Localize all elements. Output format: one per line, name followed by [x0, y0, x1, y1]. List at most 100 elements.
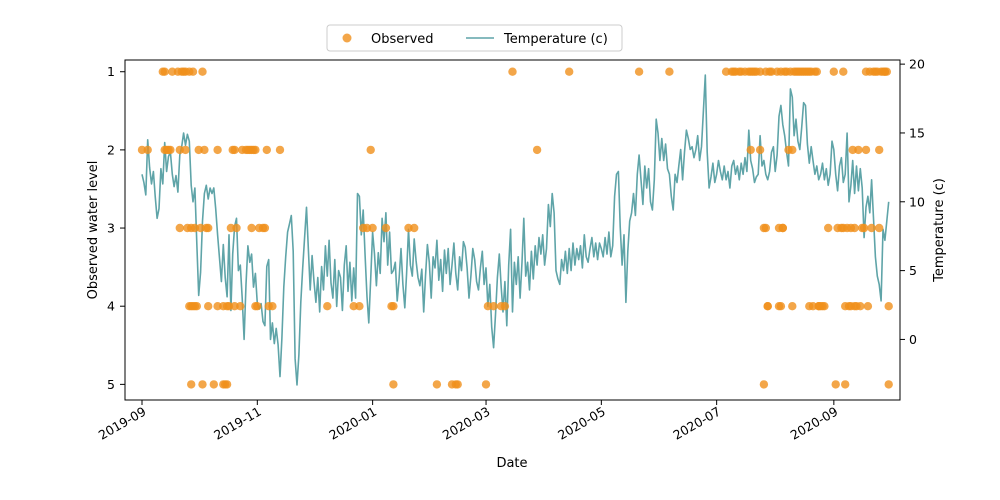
y-right-tick-label: 5 — [909, 263, 917, 278]
observed-point — [160, 67, 169, 76]
y-axis-right: 0 5 10 15 20 — [900, 57, 925, 347]
observed-point — [508, 67, 517, 76]
observed-point — [366, 145, 375, 155]
observed-point — [247, 223, 256, 233]
observed-point — [204, 223, 213, 233]
x-tick-label: 2019-11 — [211, 404, 264, 443]
y-right-tick-label: 20 — [909, 57, 925, 72]
observed-point — [565, 67, 574, 76]
observed-point — [260, 223, 270, 233]
observed-point — [861, 145, 871, 155]
observed-point — [867, 223, 876, 233]
observed-point — [355, 302, 364, 311]
legend-observed-label: Observed — [371, 32, 434, 47]
x-tick-label: 2020-07 — [670, 404, 723, 443]
observed-point — [850, 223, 859, 233]
x-tick-label: 2020-05 — [555, 404, 608, 443]
observed-point — [854, 145, 863, 155]
observed-point — [232, 223, 241, 233]
observed-point — [410, 223, 419, 233]
y-right-tick-label: 10 — [909, 194, 925, 209]
y-right-tick-label: 0 — [909, 332, 917, 347]
observed-point — [778, 223, 787, 233]
temperature-layer — [141, 74, 890, 386]
y-left-tick-label: 1 — [107, 64, 115, 79]
observed-point — [882, 67, 891, 76]
y-left-tick-label: 4 — [107, 299, 115, 314]
observed-point — [755, 145, 765, 155]
y-left-tick-label: 2 — [107, 142, 115, 157]
observed-point — [759, 380, 769, 389]
y-right-tick-label: 15 — [909, 125, 925, 140]
observed-point — [820, 302, 829, 311]
observed-point — [236, 302, 245, 311]
observed-point — [253, 302, 262, 311]
observed-point — [863, 302, 873, 311]
observed-point — [859, 223, 869, 233]
observed-point — [192, 302, 201, 311]
observed-layer — [137, 67, 893, 389]
observed-point — [381, 223, 391, 233]
x-tick-label: 2020-03 — [440, 404, 493, 443]
observed-point — [166, 145, 175, 155]
observed-point — [884, 380, 893, 389]
observed-point — [251, 145, 260, 155]
x-tick-label: 2020-09 — [788, 404, 841, 443]
observed-point — [368, 223, 377, 233]
observed-point — [746, 145, 755, 155]
observed-point — [812, 67, 821, 76]
x-axis-label: Date — [496, 456, 527, 471]
observed-point — [532, 145, 542, 155]
legend-observed-marker — [342, 33, 352, 43]
observed-point — [856, 302, 865, 311]
observed-point — [198, 380, 207, 389]
observed-point — [453, 380, 462, 389]
x-tick-label: 2019-09 — [96, 404, 149, 443]
temperature-line — [141, 74, 890, 386]
observed-point — [824, 223, 833, 233]
observed-point — [875, 223, 884, 233]
legend-temperature-label: Temperature (c) — [503, 32, 608, 47]
y-left-tick-label: 3 — [107, 221, 115, 236]
observed-point — [500, 302, 510, 311]
observed-point — [481, 380, 491, 389]
plot-frame — [124, 59, 901, 401]
observed-point — [763, 302, 772, 311]
y-left-tick-label: 5 — [107, 377, 115, 392]
y-axis-left: 1 2 3 4 5 — [107, 64, 125, 392]
observed-point — [275, 145, 285, 155]
observed-point — [181, 145, 190, 155]
observed-point — [776, 302, 786, 311]
observed-point — [200, 145, 209, 155]
y-axis-left-label: Observed water level — [86, 161, 101, 300]
observed-point — [323, 302, 332, 311]
observed-point — [884, 302, 893, 311]
observed-point — [143, 145, 152, 155]
observed-point — [839, 67, 848, 76]
observed-point — [634, 67, 644, 76]
observed-point — [230, 145, 239, 155]
observed-point — [222, 380, 232, 389]
observed-point — [875, 145, 884, 155]
observed-point — [204, 302, 213, 311]
observed-point — [788, 302, 797, 311]
observed-point — [188, 67, 198, 76]
observed-point — [187, 380, 196, 389]
observed-point — [198, 67, 207, 76]
x-axis: 2019-09 2019-11 2020-01 2020-03 2020-05 2020-… — [96, 400, 841, 443]
observed-point — [209, 380, 218, 389]
legend: Observed Temperature (c) — [326, 24, 623, 52]
observed-point — [788, 145, 797, 155]
observed-point — [829, 67, 838, 76]
observed-point — [175, 223, 184, 233]
observed-point — [389, 302, 398, 311]
observed-point — [831, 380, 840, 389]
observed-point — [268, 302, 277, 311]
observed-point — [262, 145, 271, 155]
y-axis-right-label: Temperature (c) — [932, 178, 947, 283]
observed-point — [489, 302, 498, 311]
x-tick-label: 2020-01 — [326, 404, 379, 443]
observed-point — [389, 380, 398, 389]
observed-point — [841, 380, 850, 389]
